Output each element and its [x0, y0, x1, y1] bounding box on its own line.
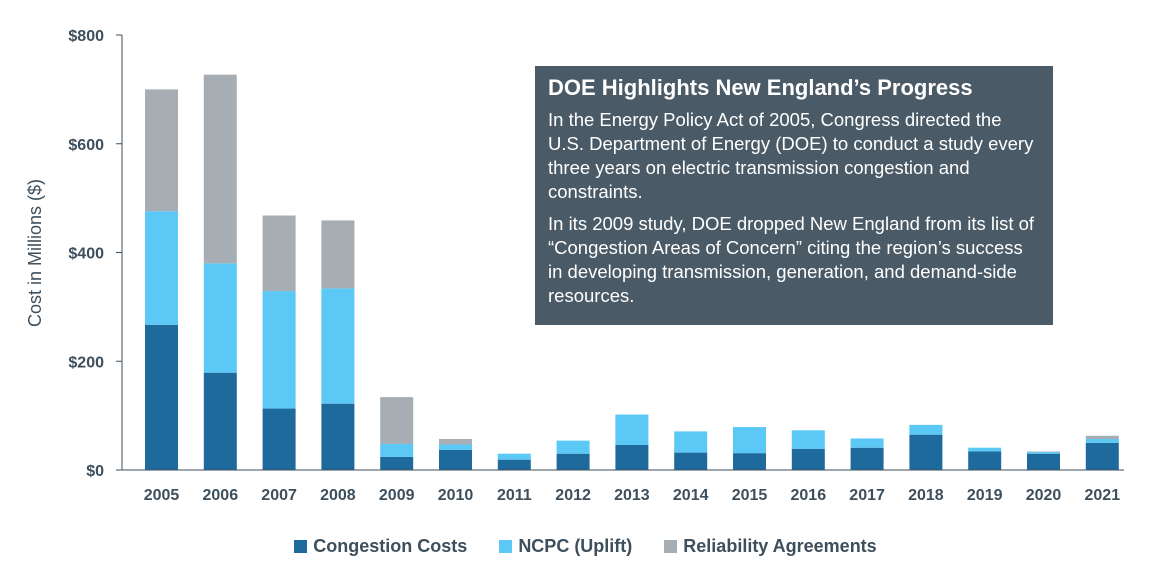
y-tick-label-200: $200: [68, 354, 104, 371]
bar-reliability-agreements-2008: [321, 220, 355, 289]
x-tick-label-2016: 2016: [791, 487, 827, 504]
y-tick-label-800: $800: [68, 28, 104, 45]
bar-congestion-costs-2012: [556, 453, 590, 470]
x-tick-label-2009: 2009: [379, 487, 415, 504]
bar-ncpc-uplift-2019: [968, 447, 1002, 452]
x-tick-label-2006: 2006: [203, 487, 239, 504]
x-tick-label-2015: 2015: [732, 487, 768, 504]
callout-paragraph-1: In the Energy Policy Act of 2005, Congre…: [548, 109, 1034, 202]
callout-paragraph-2: In its 2009 study, DOE dropped New Engla…: [548, 213, 1035, 306]
bar-congestion-costs-2008: [321, 403, 355, 470]
bar-ncpc-uplift-2021: [1085, 439, 1119, 443]
bar-congestion-costs-2021: [1085, 442, 1119, 470]
legend-swatch-congestion-costs: [294, 539, 308, 553]
callout-title: DOE Highlights New England’s Progress: [548, 75, 973, 100]
bar-ncpc-uplift-2006: [203, 263, 237, 373]
legend-swatch-reliability-agreements: [664, 539, 678, 553]
bars-layer: [145, 74, 1119, 470]
x-tick-label-2008: 2008: [320, 487, 356, 504]
bar-reliability-agreements-2021: [1085, 435, 1119, 439]
bar-ncpc-uplift-2007: [262, 291, 296, 409]
bar-ncpc-uplift-2014: [674, 431, 708, 453]
bar-reliability-agreements-2007: [262, 215, 296, 292]
legend-label-ncpc-uplift: NCPC (Uplift): [518, 535, 633, 556]
bar-congestion-costs-2018: [909, 434, 943, 470]
x-tick-label-2014: 2014: [673, 487, 709, 504]
bar-ncpc-uplift-2015: [733, 427, 766, 454]
bar-reliability-agreements-2010: [439, 439, 472, 445]
y-tick-label-0: $0: [86, 463, 104, 480]
bar-congestion-costs-2007: [262, 408, 296, 470]
legend-item-ncpc-uplift: NCPC (Uplift): [499, 536, 632, 557]
legend-item-reliability-agreements: Reliability Agreements: [664, 535, 877, 557]
bar-ncpc-uplift-2020: [1027, 452, 1060, 454]
x-tick-label-2021: 2021: [1085, 487, 1121, 504]
axes-layer: 2005 2006 2007 2008 2009 2010 2011 2012 2013 2014…: [68, 28, 1124, 504]
x-tick-label-2019: 2019: [967, 487, 1003, 504]
bar-ncpc-uplift-2011: [497, 453, 531, 460]
legend-swatch-ncpc-uplift: [499, 539, 513, 553]
callout-box: DOE Highlights New England’s Progress In…: [535, 66, 1053, 325]
bar-ncpc-uplift-2005: [145, 211, 178, 325]
bar-congestion-costs-2006: [203, 372, 237, 470]
bar-ncpc-uplift-2008: [321, 288, 355, 404]
x-tick-label-2011: 2011: [497, 487, 532, 504]
bar-congestion-costs-2010: [439, 449, 472, 470]
chart-legend: Congestion Costs NCPC (Uplift) Reliabili…: [10, 533, 1151, 559]
bar-ncpc-uplift-2017: [850, 438, 884, 448]
legend-item-congestion-costs: Congestion Costs: [294, 536, 467, 557]
bar-congestion-costs-2020: [1027, 453, 1060, 470]
bar-congestion-costs-2005: [145, 324, 178, 470]
bar-congestion-costs-2009: [380, 456, 414, 470]
x-tick-label-2020: 2020: [1026, 487, 1062, 504]
y-axis-title: Cost in Millions ($): [25, 179, 45, 327]
y-tick-label-600: $600: [68, 137, 104, 154]
legend-label-reliability-agreements: Reliability Agreements: [683, 535, 877, 556]
x-tick-label-2010: 2010: [438, 487, 474, 504]
bar-congestion-costs-2013: [615, 444, 649, 470]
bar-congestion-costs-2015: [733, 453, 766, 470]
bar-reliability-agreements-2006: [203, 74, 237, 264]
x-tick-label-2018: 2018: [908, 487, 944, 504]
bar-congestion-costs-2019: [968, 451, 1002, 470]
bar-ncpc-uplift-2012: [556, 440, 590, 454]
x-tick-label-2005: 2005: [144, 487, 180, 504]
bar-congestion-costs-2016: [791, 448, 825, 470]
bar-reliability-agreements-2009: [380, 397, 414, 444]
bar-congestion-costs-2017: [850, 447, 884, 470]
x-tick-label-2012: 2012: [555, 487, 591, 504]
bar-ncpc-uplift-2018: [909, 424, 943, 435]
bar-congestion-costs-2014: [674, 452, 708, 470]
legend-label-congestion-costs: Congestion Costs: [313, 535, 468, 556]
bar-reliability-agreements-2005: [145, 89, 178, 212]
bar-congestion-costs-2011: [497, 459, 531, 470]
bar-ncpc-uplift-2013: [615, 414, 649, 445]
bar-ncpc-uplift-2009: [380, 443, 414, 457]
bar-reliability-agreements-2020: [1027, 451, 1060, 453]
x-tick-label-2013: 2013: [614, 487, 650, 504]
x-tick-label-2007: 2007: [261, 487, 297, 504]
x-tick-label-2017: 2017: [849, 487, 885, 504]
bar-ncpc-uplift-2010: [439, 444, 472, 450]
bar-ncpc-uplift-2016: [791, 430, 825, 449]
y-tick-label-400: $400: [68, 246, 104, 263]
